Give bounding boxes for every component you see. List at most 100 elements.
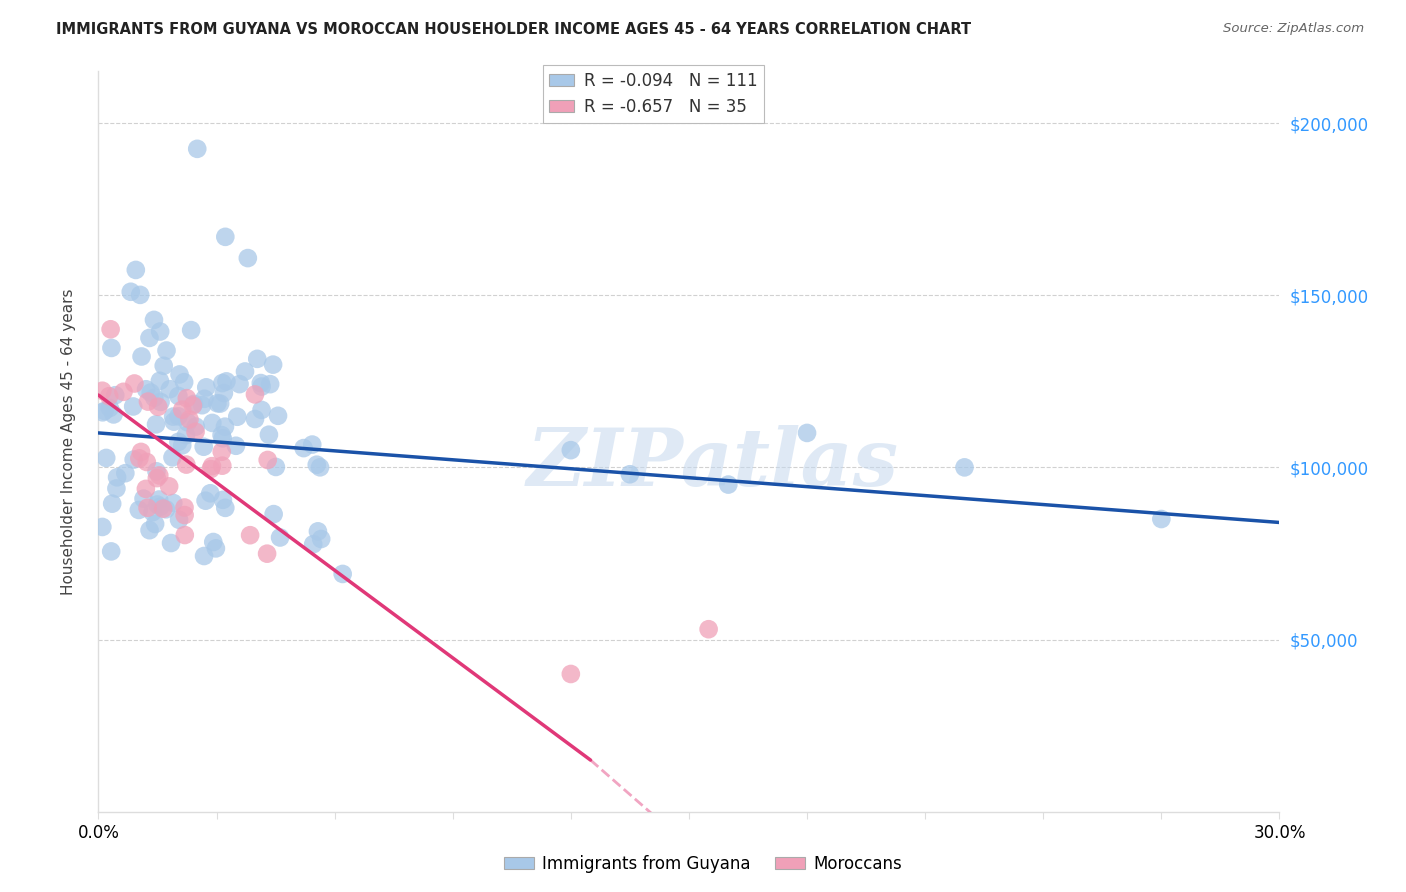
Point — [193, 392, 215, 406]
Point — [211, 376, 233, 390]
Point — [149, 395, 172, 409]
Point — [1150, 512, 1173, 526]
Point — [124, 376, 146, 391]
Point — [138, 523, 160, 537]
Point — [100, 341, 122, 355]
Point — [122, 400, 145, 414]
Point — [143, 516, 166, 531]
Point — [201, 416, 224, 430]
Point — [264, 459, 287, 474]
Point — [167, 513, 190, 527]
Point — [228, 377, 250, 392]
Point — [163, 415, 186, 429]
Point — [256, 453, 278, 467]
Point — [167, 409, 190, 424]
Point — [169, 368, 191, 382]
Point — [93, 404, 115, 418]
Point — [239, 528, 262, 542]
Point — [259, 377, 281, 392]
Point — [100, 322, 122, 336]
Point — [697, 622, 720, 636]
Point — [173, 500, 195, 515]
Point — [246, 351, 269, 366]
Point — [105, 482, 128, 496]
Point — [152, 501, 174, 516]
Point — [149, 374, 172, 388]
Point — [128, 503, 150, 517]
Point — [143, 391, 166, 405]
Point — [136, 500, 159, 515]
Point — [149, 500, 172, 514]
Point — [307, 524, 329, 539]
Point — [267, 409, 290, 423]
Point — [250, 379, 273, 393]
Point — [225, 439, 247, 453]
Point — [309, 532, 332, 546]
Point — [226, 409, 249, 424]
Point — [181, 399, 204, 413]
Point — [160, 536, 183, 550]
Point — [211, 458, 233, 473]
Point — [131, 350, 153, 364]
Point — [250, 403, 273, 417]
Legend: Immigrants from Guyana, Moroccans: Immigrants from Guyana, Moroccans — [496, 848, 910, 880]
Point — [157, 479, 180, 493]
Point — [105, 470, 128, 484]
Point — [184, 419, 207, 434]
Point — [120, 285, 142, 299]
Point — [214, 230, 236, 244]
Point — [148, 468, 170, 483]
Point — [205, 541, 228, 556]
Point — [174, 458, 197, 472]
Point — [177, 416, 200, 430]
Point — [211, 431, 233, 445]
Point — [100, 544, 122, 558]
Point — [180, 323, 202, 337]
Point — [135, 455, 157, 469]
Point — [201, 459, 224, 474]
Text: Source: ZipAtlas.com: Source: ZipAtlas.com — [1223, 22, 1364, 36]
Point — [243, 412, 266, 426]
Point — [263, 507, 285, 521]
Point — [135, 382, 157, 396]
Point — [132, 491, 155, 506]
Point — [122, 452, 145, 467]
Point — [262, 358, 284, 372]
Point — [193, 440, 215, 454]
Point — [301, 437, 323, 451]
Point — [148, 492, 170, 507]
Y-axis label: Householder Income Ages 45 - 64 years: Householder Income Ages 45 - 64 years — [60, 288, 76, 595]
Point — [149, 325, 172, 339]
Point — [103, 408, 125, 422]
Point — [173, 508, 195, 522]
Point — [173, 375, 195, 389]
Point — [302, 537, 325, 551]
Point — [195, 380, 218, 394]
Point — [125, 263, 148, 277]
Point — [159, 382, 181, 396]
Point — [560, 667, 582, 681]
Point — [91, 405, 114, 419]
Text: IMMIGRANTS FROM GUYANA VS MOROCCAN HOUSEHOLDER INCOME AGES 45 - 64 YEARS CORRELA: IMMIGRANTS FROM GUYANA VS MOROCCAN HOUSE… — [56, 22, 972, 37]
Point — [309, 460, 332, 475]
Point — [194, 493, 217, 508]
Point — [136, 394, 159, 409]
Point — [179, 412, 201, 426]
Point — [112, 384, 135, 399]
Point — [162, 450, 184, 465]
Text: ZIPatlas: ZIPatlas — [526, 425, 898, 502]
Point — [138, 331, 160, 345]
Point — [174, 428, 197, 442]
Point — [172, 402, 194, 417]
Point — [162, 496, 184, 510]
Point — [256, 547, 278, 561]
Point — [233, 364, 256, 378]
Point — [142, 505, 165, 519]
Point — [173, 528, 195, 542]
Point — [146, 498, 169, 512]
Point — [214, 500, 236, 515]
Point — [717, 477, 740, 491]
Point — [211, 444, 233, 458]
Point — [152, 359, 174, 373]
Point — [155, 502, 177, 516]
